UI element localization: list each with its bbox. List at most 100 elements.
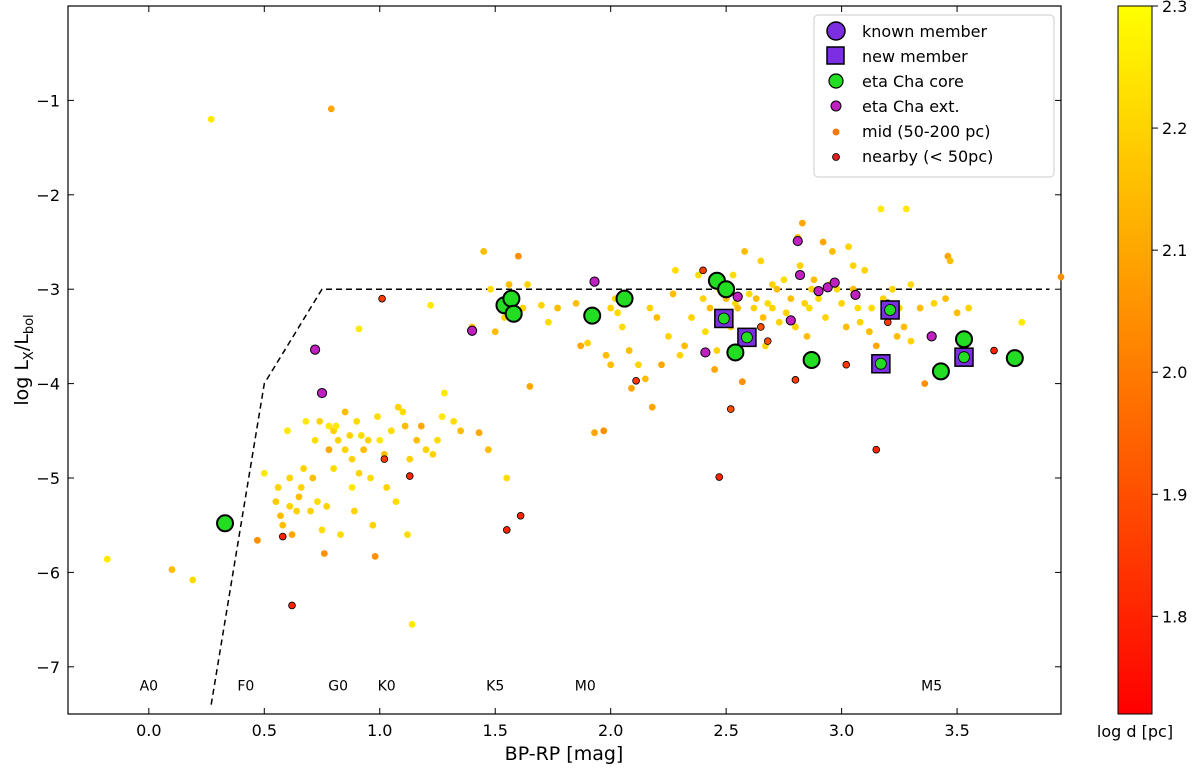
mid-point <box>355 325 363 333</box>
mid-point <box>341 408 349 416</box>
eta-cha-ext-point <box>822 282 833 293</box>
mid-point <box>930 299 938 307</box>
mid-point <box>828 248 836 255</box>
mid-point <box>701 328 709 336</box>
mid-point <box>796 262 804 269</box>
mid-point <box>371 552 379 560</box>
mid-point <box>764 299 772 307</box>
legend-known-member-marker <box>826 21 846 41</box>
mid-point <box>577 342 585 350</box>
mid-point <box>572 299 580 307</box>
mid-point <box>734 304 742 312</box>
mid-point <box>625 347 633 354</box>
mid-point <box>1057 273 1065 281</box>
y-tick-label: −3 <box>36 280 60 299</box>
nearby-point <box>990 346 998 355</box>
saturation-line <box>210 288 1050 705</box>
mid-point <box>350 507 358 515</box>
mid-point <box>434 436 441 444</box>
mid-point <box>286 502 294 510</box>
legend-eta-cha-ext-label: eta Cha ext. <box>862 97 960 116</box>
mid-point <box>634 361 642 369</box>
spectral-type-label: A0 <box>140 679 158 695</box>
mid-point <box>849 262 857 269</box>
eta-cha-ext-point <box>926 331 937 342</box>
mid-point <box>544 318 552 326</box>
x-tick-label: 3.5 <box>944 721 969 740</box>
mid-point <box>554 304 561 312</box>
mid-point <box>782 309 790 317</box>
mid-point <box>780 276 788 284</box>
eta-cha-ext-point <box>813 285 824 297</box>
mid-point <box>438 413 446 421</box>
mid-point <box>288 531 296 539</box>
x-tick-label: 0.5 <box>252 721 277 740</box>
eta-cha-core-point <box>583 306 602 325</box>
mid-point <box>768 304 776 312</box>
mid-point <box>768 281 776 288</box>
mid-point <box>325 446 333 454</box>
mid-point <box>475 429 483 437</box>
colorbar-tick-label: 1.8 <box>1162 607 1187 626</box>
nearby-point <box>380 455 389 463</box>
eta-cha-ext-point <box>467 325 478 336</box>
mid-point <box>819 238 827 246</box>
colorbar: 1.8 1.9 2.0 2.1 2.2 2.3 log d [pc] <box>1097 0 1188 741</box>
mid-point <box>699 295 707 303</box>
legend-mid-label: mid (50-200 pc) <box>862 122 990 141</box>
mid-point <box>346 432 354 439</box>
y-axis-label-slash: /L <box>11 334 33 351</box>
mid-point <box>103 555 111 563</box>
nearby-point <box>726 405 735 413</box>
mid-point <box>277 512 284 520</box>
eta-cha-ext-point <box>732 291 743 302</box>
colorbar-tick-label: 2.1 <box>1162 241 1187 260</box>
mid-point <box>907 281 915 288</box>
mid-point <box>706 304 714 312</box>
mid-point <box>838 299 846 307</box>
data-points <box>103 105 1065 628</box>
eta-cha-core-point <box>955 330 974 349</box>
mid-point <box>189 576 197 584</box>
eta-cha-core-point <box>726 343 745 362</box>
mid-point <box>856 318 864 326</box>
mid-point <box>810 276 818 284</box>
mid-point <box>480 248 488 255</box>
mid-point <box>861 266 869 274</box>
spectral-type-label: K5 <box>486 679 504 695</box>
mid-point <box>805 304 813 312</box>
mid-point <box>401 422 409 430</box>
mid-point <box>374 413 381 421</box>
mid-point <box>332 422 340 430</box>
spectral-type-label: F0 <box>237 679 254 695</box>
mid-point <box>327 105 335 113</box>
legend-new-member-marker <box>826 46 845 65</box>
mid-point <box>877 205 885 213</box>
mid-point <box>404 531 411 539</box>
y-tick-label: −2 <box>36 186 60 205</box>
mid-point <box>394 403 402 411</box>
eta-cha-ext-point <box>785 315 796 326</box>
nearby-point <box>756 323 765 331</box>
y-tick-label: −5 <box>36 469 60 488</box>
mid-point <box>369 521 377 529</box>
new-member-core <box>958 351 970 364</box>
y-tick-label: −1 <box>36 91 60 110</box>
mid-point <box>953 309 961 317</box>
nearby-point <box>842 360 851 369</box>
mid-point <box>311 436 319 444</box>
mid-point <box>745 290 753 298</box>
mid-point <box>845 243 852 251</box>
eta-cha-core-point <box>931 362 950 381</box>
mid-point <box>355 469 363 477</box>
x-tick-label: 2.5 <box>713 721 738 740</box>
mid-point <box>487 285 495 293</box>
mid-point <box>348 455 356 463</box>
y-tick-label: −6 <box>36 563 60 582</box>
mid-point <box>750 304 758 312</box>
mid-point <box>503 474 511 482</box>
colorbar-tick-label: 1.9 <box>1162 485 1187 504</box>
mid-point <box>524 281 531 288</box>
nearby-point <box>699 266 707 275</box>
mid-point <box>309 474 317 482</box>
